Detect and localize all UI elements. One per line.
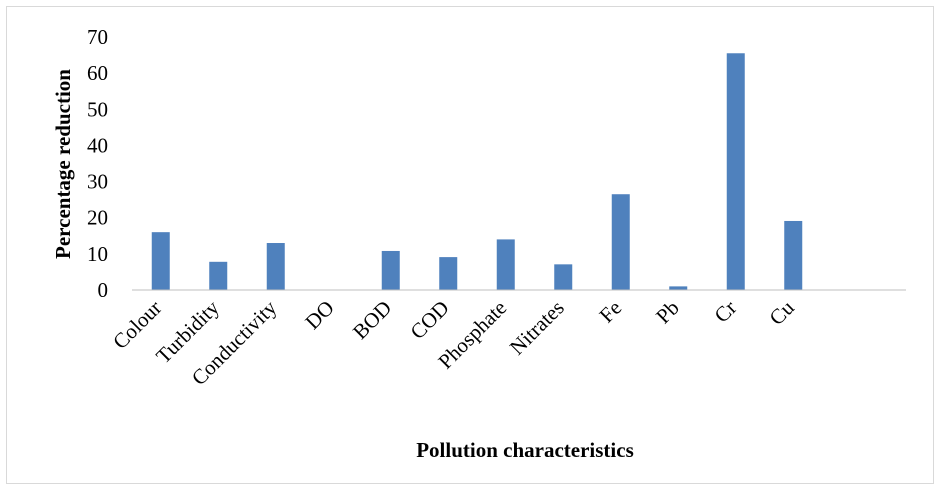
x-tick-label: Nitrates	[505, 296, 569, 360]
bar-pb	[669, 286, 688, 290]
bar-nitrates	[554, 264, 573, 290]
bar-bod	[381, 250, 400, 290]
bar-cu	[784, 220, 803, 290]
x-tick-label: Cr	[709, 296, 741, 328]
y-tick-label: 50	[87, 97, 108, 121]
x-tick-label: Fe	[594, 296, 626, 328]
y-tick-label: 10	[87, 242, 108, 266]
bar-cr	[726, 53, 745, 291]
x-tick-label: COD	[405, 296, 453, 344]
bar-conductivity	[266, 243, 285, 290]
x-tick-label: DO	[300, 296, 338, 334]
bar-turbidity	[209, 261, 228, 290]
x-tick-label: BOD	[348, 296, 396, 344]
bar-phosphate	[496, 239, 515, 290]
y-axis-title: Percentage reduction	[51, 69, 75, 259]
y-tick-label: 20	[87, 206, 108, 230]
x-tick-label: Cu	[764, 295, 799, 330]
bar-cod	[439, 257, 458, 290]
x-tick-label: Pb	[651, 296, 684, 329]
bar-fe	[611, 194, 630, 290]
y-tick-label: 0	[98, 278, 109, 302]
y-axis-ticks: 0 10 20 30 40 50 60 70	[87, 25, 108, 302]
y-tick-label: 40	[87, 133, 108, 157]
bar-colour	[151, 232, 170, 290]
x-axis-title: Pollution characteristics	[416, 438, 634, 462]
y-tick-label: 60	[87, 61, 108, 85]
y-tick-label: 70	[87, 25, 108, 49]
y-tick-label: 30	[87, 170, 108, 194]
bar-series	[151, 53, 803, 291]
